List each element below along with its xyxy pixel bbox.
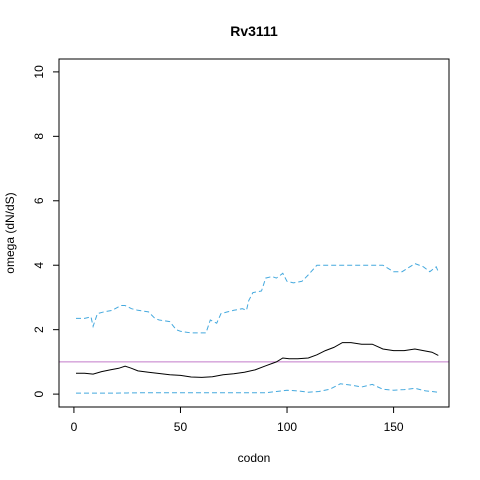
y-tick-label: 6 xyxy=(32,197,46,204)
y-axis-label: omega (dN/dS) xyxy=(3,192,17,273)
series-line-bound-2 xyxy=(76,383,439,394)
series-line-estimate xyxy=(76,342,439,378)
chart-title: Rv3111 xyxy=(230,23,278,39)
y-tick-label: 10 xyxy=(32,65,46,79)
x-tick-label: 100 xyxy=(277,420,297,434)
series-line-bound-1 xyxy=(76,263,439,334)
y-tick-label: 4 xyxy=(32,262,46,269)
y-tick-label: 0 xyxy=(32,390,46,397)
plot-area: 0 50 100 150 0 2 4 6 8 10 xyxy=(32,65,449,434)
y-tick-label: 8 xyxy=(32,133,46,140)
x-tick-label: 0 xyxy=(71,420,78,434)
plot-frame xyxy=(58,58,450,408)
x-tick-label: 150 xyxy=(384,420,404,434)
x-axis-label: codon xyxy=(238,451,271,465)
x-tick-label: 50 xyxy=(174,420,188,434)
y-tick-label: 2 xyxy=(32,326,46,333)
